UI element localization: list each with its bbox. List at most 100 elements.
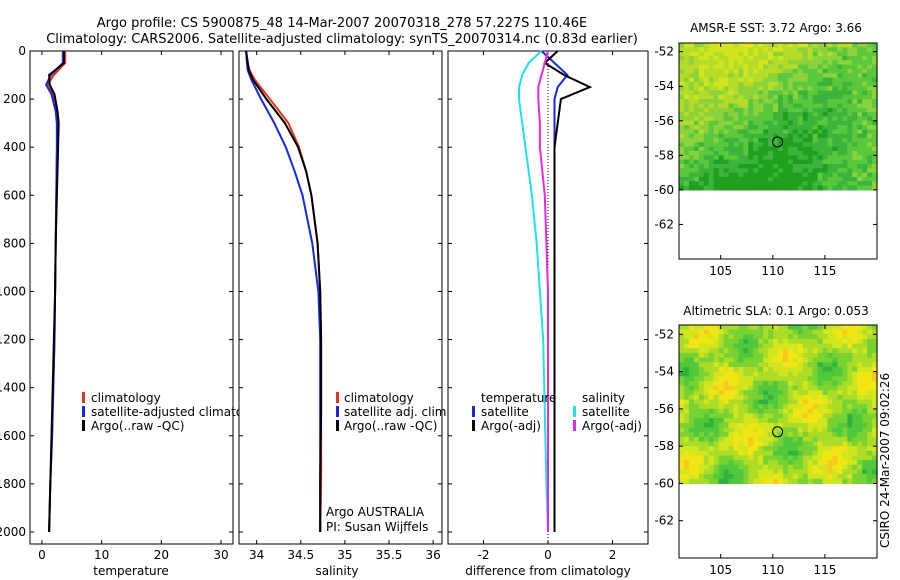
map-cell [718, 138, 725, 143]
map-cell [872, 99, 878, 105]
map-cell [867, 413, 873, 419]
map-cell [763, 181, 769, 187]
map-cell [862, 348, 868, 354]
map-cell [782, 60, 789, 66]
map-cell [698, 348, 705, 354]
map-cell [807, 86, 814, 92]
map-cell [718, 366, 725, 373]
map-cell [867, 334, 873, 340]
map-cell [837, 163, 843, 169]
map-cell [723, 181, 730, 187]
map-cell [708, 103, 715, 109]
map-cell [797, 362, 804, 368]
map-cell [713, 394, 720, 401]
map-cell [827, 399, 834, 405]
map-cell [862, 129, 868, 135]
map-cell [723, 460, 730, 466]
map-cell [743, 68, 749, 74]
map-cell [703, 86, 710, 92]
map-cell [728, 133, 735, 139]
map-cell [817, 99, 824, 105]
map-cell [792, 94, 799, 100]
map-cell [827, 47, 834, 53]
map-cell [703, 159, 710, 165]
map-cell [713, 436, 720, 443]
map-cell [679, 455, 685, 461]
map-cell [728, 64, 735, 70]
map-cell [852, 107, 858, 113]
map-cell [812, 120, 819, 126]
map-cell [842, 103, 848, 109]
map-cell [817, 380, 824, 387]
map-cell [812, 185, 819, 191]
map-cell [778, 120, 784, 126]
map-cell [782, 112, 789, 118]
map-cell [748, 376, 754, 382]
map-cell [723, 455, 730, 461]
map-cell [778, 68, 784, 74]
map-cell [718, 362, 725, 368]
map-cell [797, 455, 804, 461]
map-cell [822, 399, 829, 405]
map-cell [812, 55, 819, 61]
map-cell [763, 172, 769, 178]
map-cell [872, 329, 878, 335]
map-cell [748, 478, 754, 485]
map-cell [867, 94, 873, 100]
map-cell [782, 77, 789, 83]
map-cell [837, 408, 843, 415]
map-cell [743, 116, 749, 122]
map-cell [807, 60, 814, 66]
map-cell [748, 185, 754, 191]
map-cell [773, 334, 779, 340]
map-cell [832, 90, 838, 96]
map-cell [792, 436, 799, 443]
map-cell [698, 43, 705, 48]
map-cell [782, 334, 789, 340]
map-cell [817, 399, 824, 405]
map-cell [718, 86, 725, 92]
map-cell [792, 125, 799, 130]
map-cell [867, 357, 873, 363]
map-cell [768, 385, 774, 391]
map-cell [718, 436, 725, 443]
map-cell [688, 441, 695, 447]
map-cell [812, 380, 819, 387]
map-cell [698, 376, 705, 382]
map-cell [728, 469, 735, 475]
map-cell [807, 464, 814, 471]
map-cell [713, 168, 720, 174]
map-cell [693, 432, 700, 438]
map-cell [782, 371, 789, 377]
map-cell [703, 376, 710, 382]
map-cell [683, 366, 690, 373]
map-cell [872, 43, 878, 48]
map-cell [723, 334, 730, 340]
map-cell [797, 94, 804, 100]
difference-legend-swatch-sal-argo [573, 420, 576, 431]
map-cell [842, 142, 848, 148]
map-cell [872, 90, 878, 96]
map-cell [842, 352, 848, 359]
map-cell [679, 116, 685, 122]
map-cell [698, 362, 705, 368]
map-cell [827, 348, 834, 354]
map-cell [812, 404, 819, 410]
map-cell [822, 432, 829, 438]
map-cell [787, 376, 794, 382]
map-cell [753, 329, 759, 335]
map-cell [758, 385, 764, 391]
map-cell [847, 455, 853, 461]
map-cell [857, 385, 863, 391]
map-cell [797, 469, 804, 475]
map-cell [768, 450, 774, 457]
map-cell [807, 155, 814, 161]
map-cell [852, 73, 858, 79]
map-cell [802, 138, 809, 143]
map-cell [812, 112, 819, 118]
map-cell [733, 155, 739, 161]
map-cell [842, 112, 848, 118]
map-cell [852, 181, 858, 187]
map-cell [778, 408, 784, 415]
map-cell [753, 348, 759, 354]
